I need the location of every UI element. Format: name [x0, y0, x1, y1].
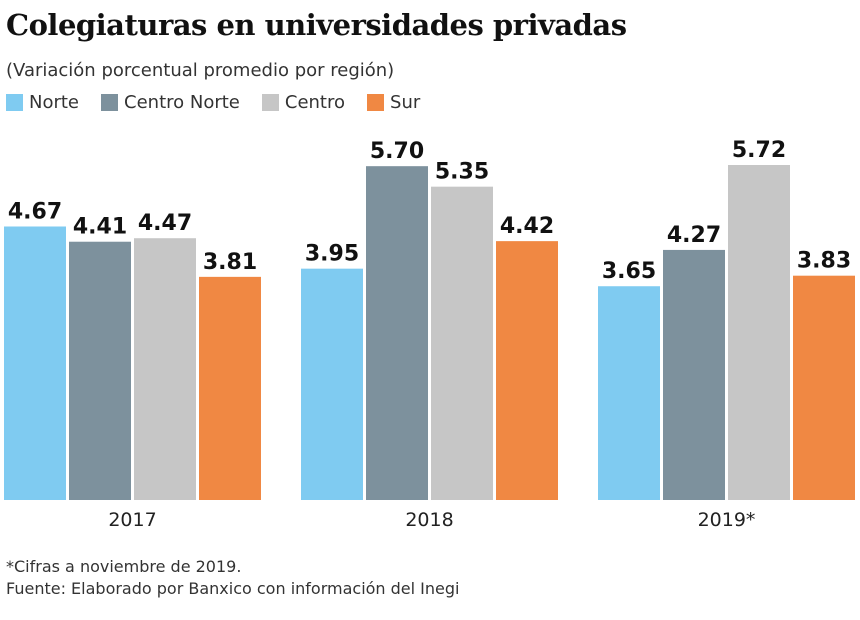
notes: *Cifras a noviembre de 2019. Fuente: Ela… [6, 556, 459, 600]
legend-item-centro-norte: Centro Norte [101, 92, 240, 113]
data-label: 5.35 [435, 160, 489, 185]
bar [663, 249, 725, 500]
bar [199, 276, 261, 500]
x-tick-label: 2017 [108, 509, 156, 531]
bar [431, 186, 493, 500]
bar [793, 275, 855, 500]
bar [134, 238, 196, 500]
data-label: 3.95 [305, 242, 359, 267]
data-label: 4.41 [73, 215, 127, 240]
source: Fuente: Elaborado por Banxico con inform… [6, 579, 460, 598]
footnote: *Cifras a noviembre de 2019. [6, 557, 242, 576]
bar [69, 241, 131, 500]
legend-label: Norte [29, 92, 80, 113]
legend-label: Centro Norte [124, 92, 240, 113]
legend: Norte Centro Norte Centro Sur [6, 92, 420, 113]
data-label: 3.81 [203, 250, 257, 275]
data-label: 4.27 [667, 223, 721, 248]
legend-label: Centro [284, 92, 346, 113]
legend-swatch [6, 94, 23, 111]
legend-label: Sur [390, 92, 421, 113]
chart-subtitle: (Variación porcentual promedio por regió… [6, 60, 395, 81]
x-tick-label: 2018 [405, 509, 453, 531]
legend-item-centro: Centro [261, 92, 346, 113]
legend-swatch [367, 94, 385, 111]
bar [301, 268, 363, 500]
chart-title: Colegiaturas en universidades privadas [6, 8, 627, 42]
bar [598, 286, 660, 500]
data-label: 3.65 [602, 259, 656, 284]
bar [496, 241, 558, 501]
legend-item-sur: Sur [367, 92, 420, 113]
bar [4, 226, 66, 500]
bar [366, 166, 428, 500]
data-label: 3.83 [797, 249, 851, 274]
data-label: 4.42 [500, 214, 554, 239]
data-label: 4.47 [138, 211, 192, 236]
x-tick-label: 2019* [698, 509, 756, 531]
legend-swatch [261, 94, 279, 111]
legend-item-norte: Norte [6, 92, 79, 113]
legend-swatch [101, 94, 119, 111]
data-label: 4.67 [8, 199, 62, 224]
bar [728, 165, 790, 500]
data-label: 5.70 [370, 139, 424, 164]
data-label: 5.72 [732, 138, 786, 163]
